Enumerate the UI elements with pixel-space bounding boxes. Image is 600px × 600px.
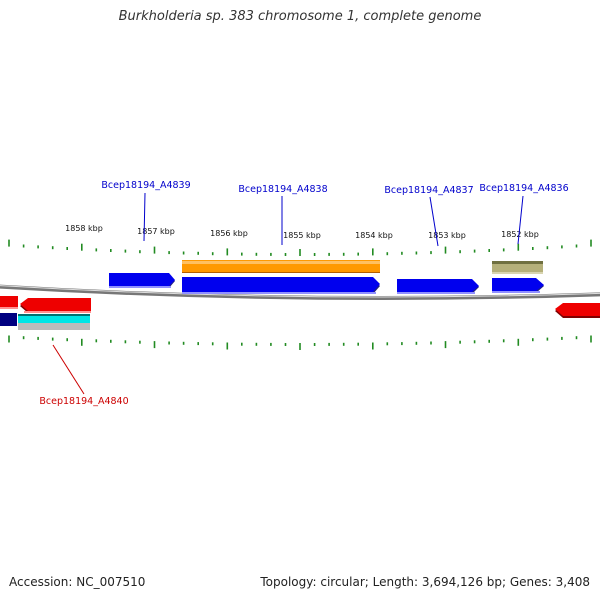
gene-label-a4838[interactable]: Bcep18194_A4838 — [238, 184, 327, 195]
accession-text: Accession: NC_007510 — [9, 575, 146, 589]
gene-a4837-arrow[interactable] — [397, 279, 479, 294]
map-title: Burkholderia sp. 383 chromosome 1, compl… — [118, 9, 482, 24]
genome-summary-text: Topology: circular; Length: 3,694,126 bp… — [260, 575, 590, 589]
gene-a4840-arrow[interactable] — [20, 298, 91, 313]
leader-a4836 — [517, 195, 524, 245]
kbp-label-1857: 1857 kbp — [137, 227, 175, 236]
kbp-label-1858: 1858 kbp — [65, 224, 103, 233]
kbp-label-1852: 1852 kbp — [501, 230, 539, 239]
gene-a4839-arrow[interactable] — [109, 273, 175, 288]
orange-feature[interactable] — [182, 260, 380, 273]
kbp-label-1853: 1853 kbp — [428, 231, 466, 240]
leader-a4837 — [429, 196, 439, 247]
leader-a4839 — [143, 192, 146, 242]
chromosome-backbone-highlight — [0, 285, 600, 298]
kbp-label-1856: 1856 kbp — [210, 229, 248, 238]
gene-label-a4840[interactable]: Bcep18194_A4840 — [39, 396, 128, 407]
lower-ruler-ticks — [8, 335, 592, 350]
reverse-cds-right-edge[interactable] — [555, 303, 600, 318]
upper-ruler-ticks — [8, 239, 592, 256]
kbp-label-1854: 1854 kbp — [355, 231, 393, 240]
cyan-feature[interactable] — [18, 314, 90, 330]
leader-a4840 — [52, 344, 85, 395]
chromosome-backbone — [0, 284, 600, 301]
gene-a4836-arrow[interactable] — [492, 278, 544, 293]
reverse-cds-left-edge[interactable] — [0, 296, 18, 309]
navy-feature[interactable] — [0, 313, 17, 326]
olive-feature[interactable] — [492, 261, 543, 274]
gene-label-a4837[interactable]: Bcep18194_A4837 — [384, 185, 473, 196]
gene-label-a4836[interactable]: Bcep18194_A4836 — [479, 183, 568, 194]
gene-a4838-arrow[interactable] — [182, 277, 380, 294]
kbp-label-1855: 1855 kbp — [283, 231, 321, 240]
gene-label-a4839[interactable]: Bcep18194_A4839 — [101, 180, 190, 191]
